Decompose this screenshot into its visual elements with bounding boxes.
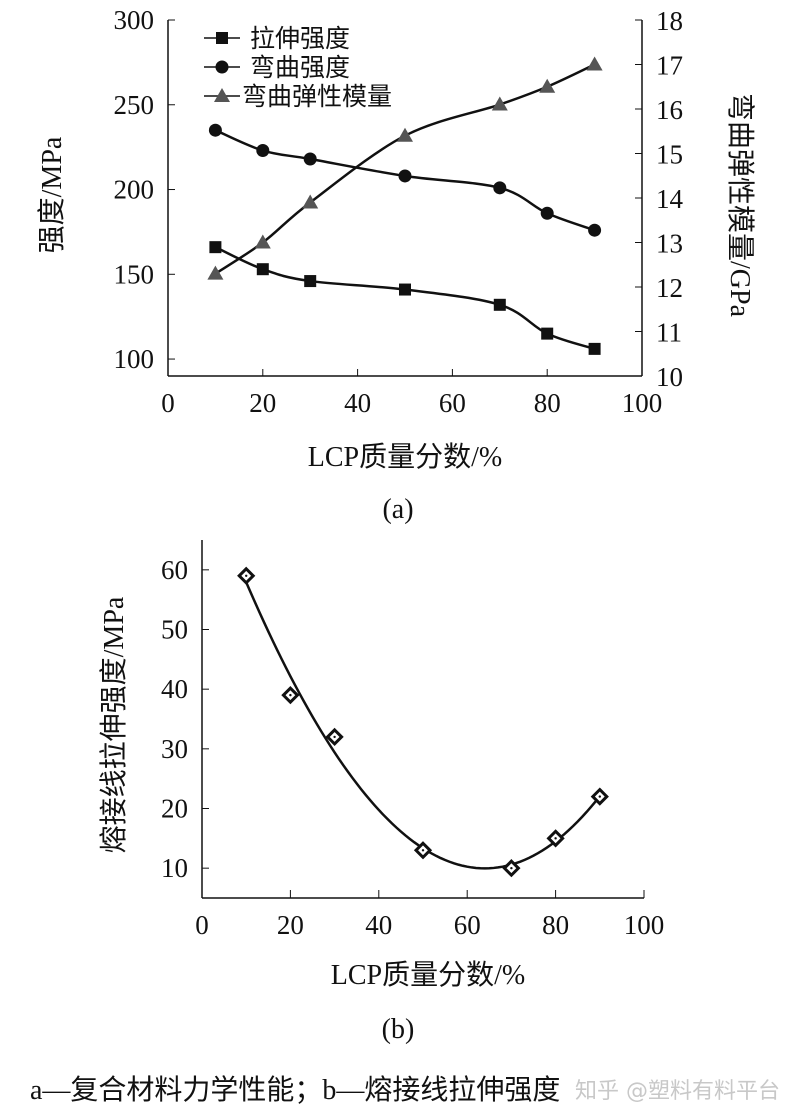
y2-tick-label: 17	[656, 51, 683, 81]
legend-marker-0	[216, 32, 228, 44]
y2-tick-label: 15	[656, 140, 683, 170]
y-tick-label: 60	[161, 555, 188, 585]
x-tick-label: 60	[454, 910, 481, 940]
data-point-0	[256, 263, 269, 276]
data-point-2	[254, 234, 271, 249]
data-point-dot	[421, 849, 425, 852]
data-point-0	[304, 275, 317, 288]
y-tick-label: 200	[114, 175, 155, 205]
x-tick-label: 60	[439, 388, 466, 418]
y2-tick-label: 11	[656, 318, 682, 348]
figure-caption: a—复合材料力学性能；b—熔接线拉伸强度	[30, 1075, 561, 1106]
x-tick-label: 100	[622, 388, 663, 418]
x-tick-label: 40	[365, 910, 392, 940]
chart-a-y2-label: 弯曲弹性模量/GPa	[724, 92, 755, 318]
x-tick-label: 100	[624, 910, 665, 940]
data-point-0	[209, 241, 222, 254]
data-point-2	[586, 56, 603, 71]
y-tick-label: 250	[114, 90, 155, 120]
legend-label-1: 弯曲强度	[250, 54, 350, 82]
y-tick-label: 50	[161, 615, 188, 645]
x-tick-label: 80	[542, 910, 569, 940]
data-point-1	[540, 206, 554, 220]
chart-b: 10 20 30 40 50 60 0 20 40 60 80 100	[161, 540, 665, 940]
chart-b-panel-label: (b)	[381, 1014, 415, 1045]
data-point-2	[397, 127, 413, 142]
data-point-dot	[333, 735, 336, 739]
y-tick-label: 30	[161, 734, 188, 764]
legend-marker-1	[215, 60, 229, 74]
y-tick-label: 300	[114, 5, 155, 35]
data-point-0	[588, 342, 601, 355]
legend-label-2: 弯曲弹性模量	[242, 83, 392, 111]
y2-tick-label: 12	[656, 273, 683, 303]
data-point-0	[541, 327, 554, 340]
data-point-2	[302, 194, 319, 209]
data-point-1	[256, 144, 270, 158]
data-point-dot	[245, 574, 248, 577]
x-tick-label: 20	[249, 388, 276, 418]
y-tick-label: 10	[161, 853, 188, 883]
data-point-2	[207, 265, 224, 280]
data-point-1	[398, 169, 412, 183]
y-tick-label: 40	[161, 674, 188, 704]
y2-tick-label: 16	[656, 95, 683, 125]
data-point-2	[491, 96, 508, 111]
x-tick-label: 20	[277, 910, 304, 940]
chart-b-y-label: 熔接线拉伸强度/MPa	[99, 596, 130, 854]
y-tick-label: 100	[114, 344, 155, 374]
chart-a-x-label: LCP质量分数/%	[307, 442, 503, 473]
x-tick-label: 0	[161, 388, 175, 418]
data-point-1	[588, 223, 602, 237]
chart-a-panel-label: (a)	[382, 494, 414, 525]
y2-tick-label: 13	[656, 229, 683, 259]
data-point-dot	[510, 866, 513, 870]
chart-b-x-label: LCP质量分数/%	[330, 960, 526, 991]
y-tick-label: 150	[114, 259, 155, 289]
data-point-dot	[289, 693, 292, 697]
y2-tick-label: 10	[656, 362, 683, 392]
data-point-1	[493, 181, 507, 195]
data-point-1	[208, 123, 222, 137]
data-point-0	[493, 298, 506, 311]
y2-tick-label: 14	[656, 184, 684, 214]
legend-label-0: 拉伸强度	[250, 25, 350, 53]
x-tick-label: 40	[344, 388, 371, 418]
data-point-2	[539, 78, 556, 93]
trendline	[245, 581, 601, 870]
legend-marker-2	[214, 88, 230, 102]
chart-a-y-label: 强度/MPa	[37, 136, 68, 254]
chart-a: 100 150 200 250 300 10 11 12 13 14 15 16 17 18 0 20 40 60…	[114, 5, 684, 418]
data-point-dot	[554, 837, 557, 840]
data-point-dot	[598, 795, 601, 798]
data-point-0	[399, 283, 411, 296]
data-point-1	[303, 152, 317, 166]
x-tick-label: 0	[195, 910, 209, 940]
y-tick-label: 20	[161, 794, 188, 824]
x-tick-label: 80	[534, 388, 561, 418]
watermark: 知乎 @塑料有料平台	[575, 1079, 780, 1104]
y2-tick-label: 18	[656, 6, 683, 36]
